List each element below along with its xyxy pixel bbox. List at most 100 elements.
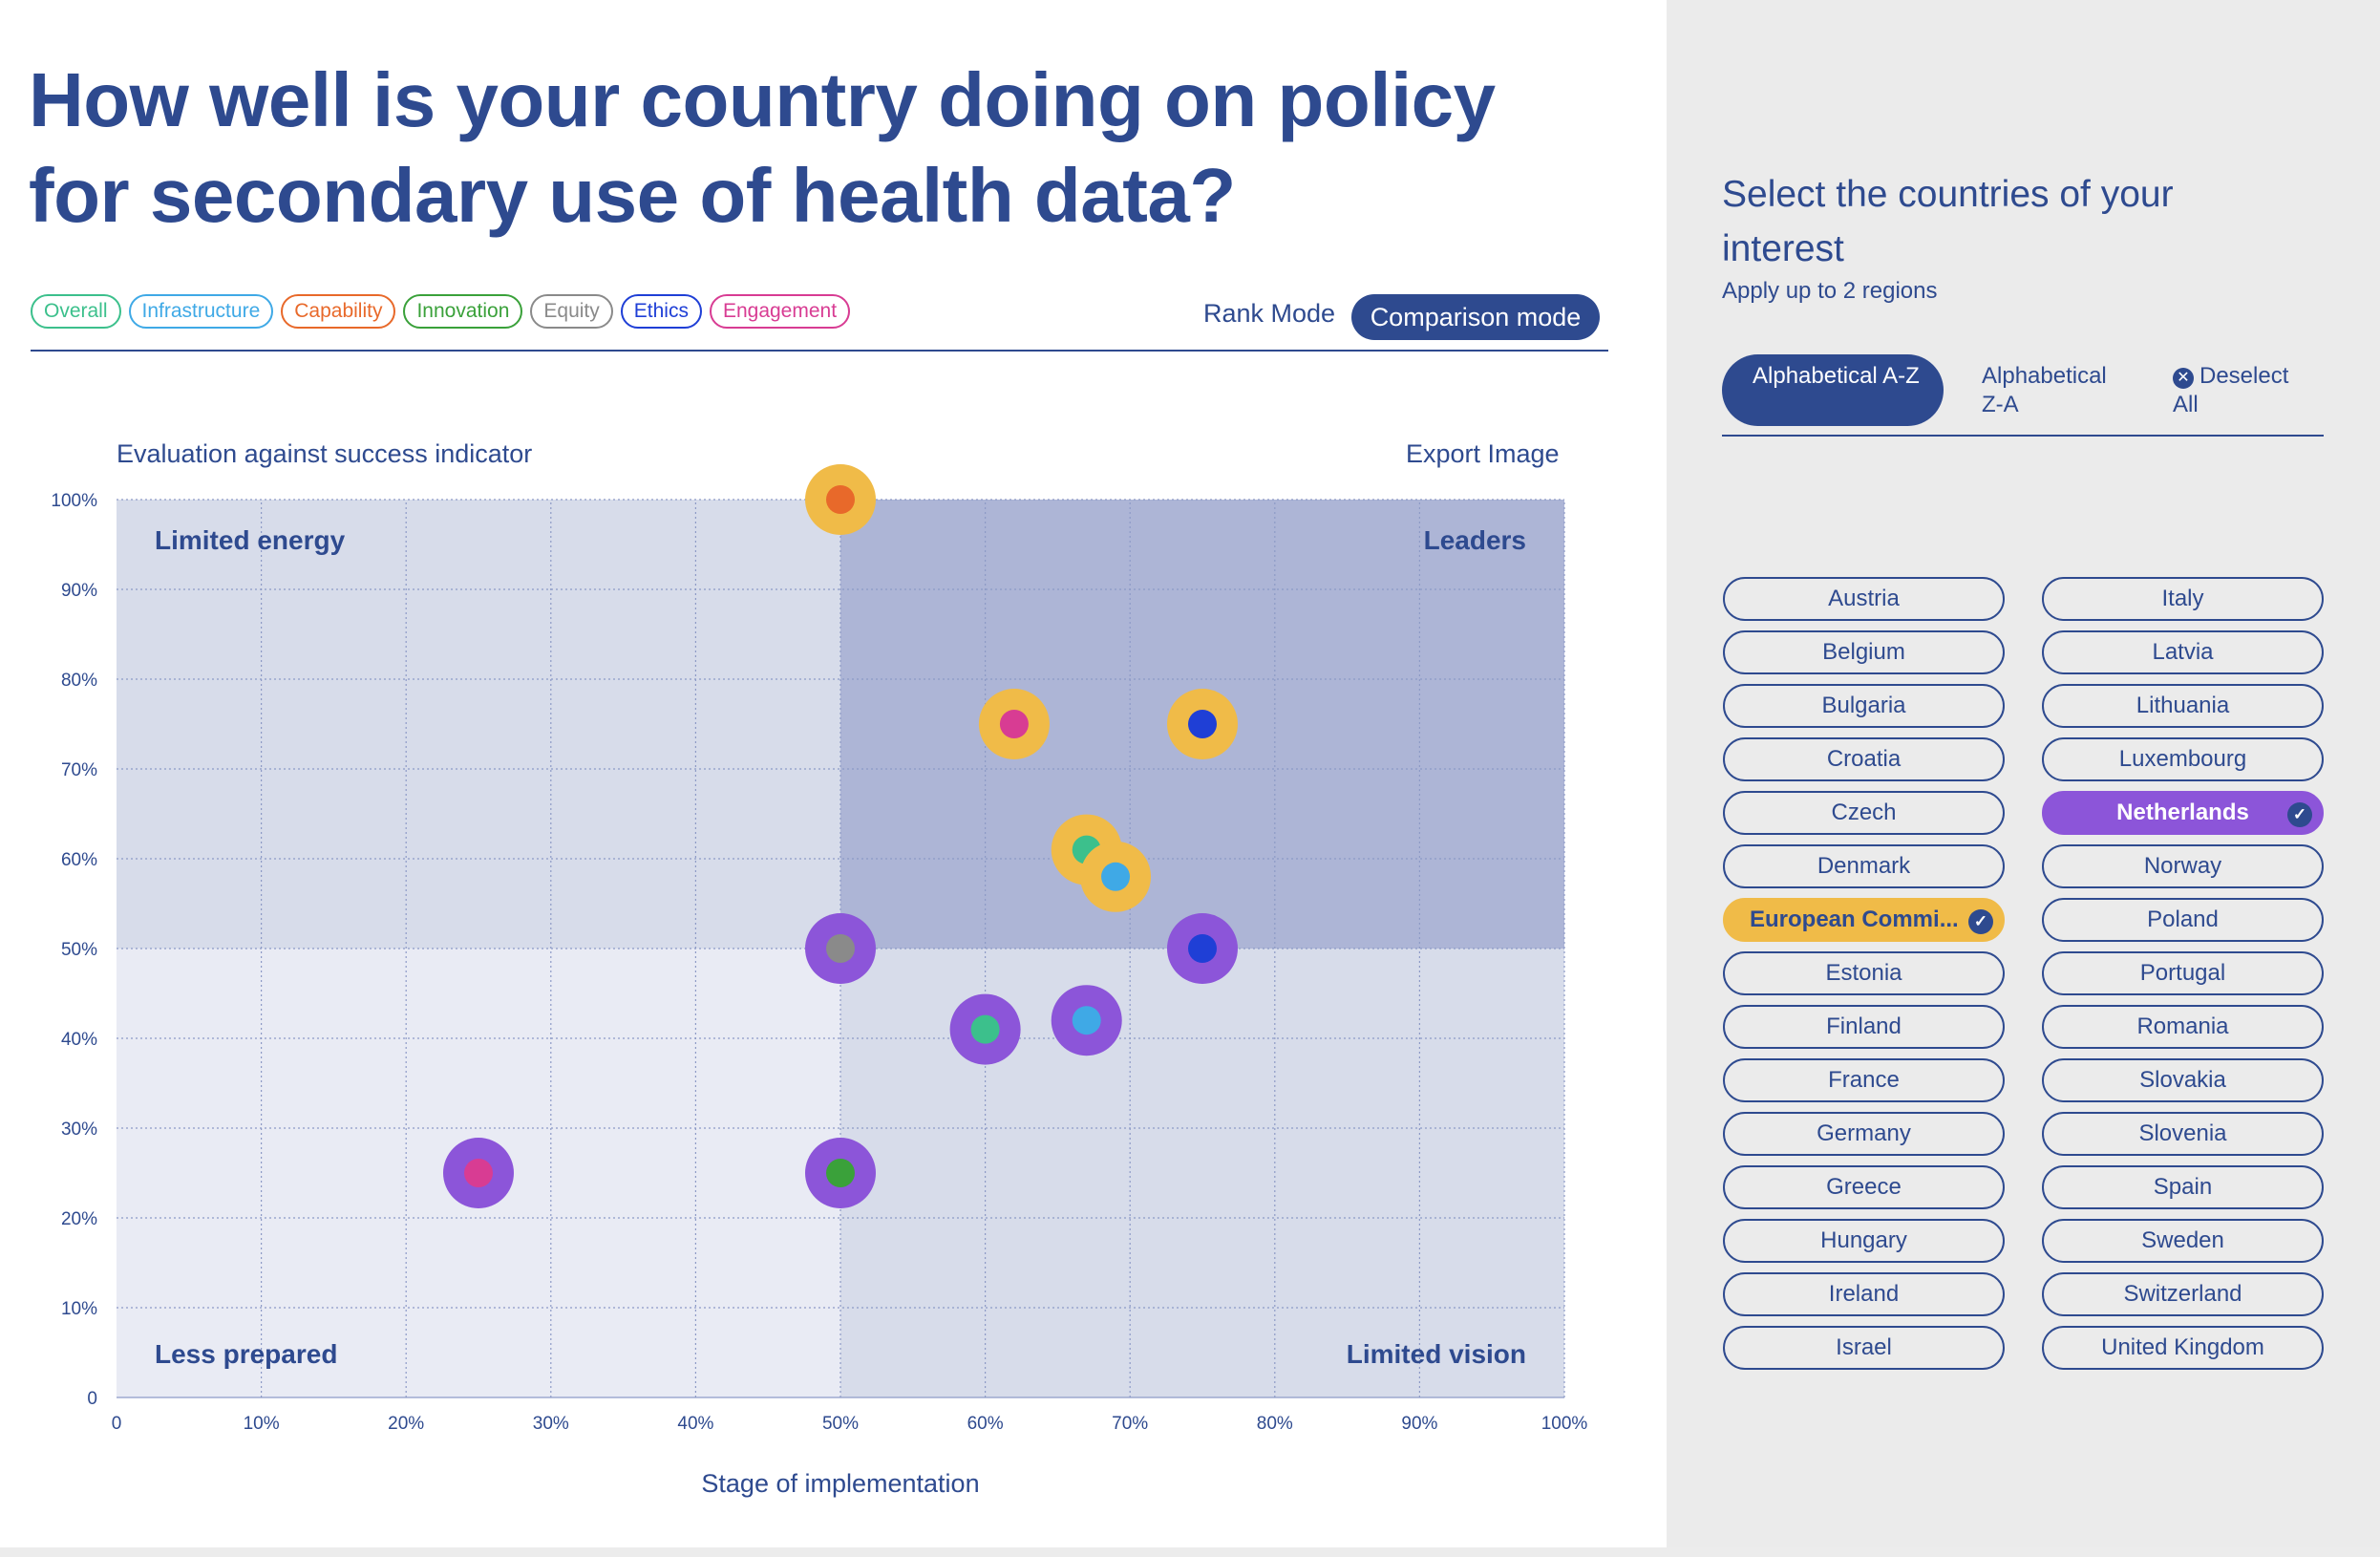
sidebar-title: Select the countries of your interest — [1722, 174, 2174, 269]
filter-pill-overall[interactable]: Overall — [31, 294, 121, 329]
country-button-romania[interactable]: Romania — [2042, 1005, 2324, 1049]
data-point — [1188, 934, 1217, 963]
country-label: Belgium — [1822, 639, 1905, 665]
x-tick-label: 10% — [244, 1414, 280, 1434]
scatter-chart: 0 10% 20% 30% 40% 50% 60% 70% 80% 90% 100% 0 10% 20% 3… — [51, 464, 1587, 1434]
close-icon: ✕ — [2173, 368, 2194, 389]
country-button-latvia[interactable]: Latvia — [2042, 630, 2324, 674]
y-tick-label: 100% — [51, 491, 97, 511]
country-label: Estonia — [1825, 960, 1902, 986]
quadrant-label-top-right: Leaders — [1424, 525, 1526, 555]
country-button-spain[interactable]: Spain — [2042, 1165, 2324, 1209]
country-label: Slovakia — [2139, 1067, 2226, 1093]
country-button-finland[interactable]: Finland — [1723, 1005, 2005, 1049]
country-button-lithuania[interactable]: Lithuania — [2042, 684, 2324, 728]
y-tick-label: 90% — [61, 581, 97, 601]
rank-mode-toggle[interactable]: Rank Mode — [1203, 299, 1336, 328]
data-point — [464, 1159, 493, 1187]
country-label: United Kingdom — [2101, 1334, 2264, 1360]
quadrant-label-top-left: Limited energy — [155, 525, 346, 555]
country-label: France — [1828, 1067, 1900, 1093]
country-label: Bulgaria — [1821, 693, 1906, 718]
data-point — [999, 710, 1029, 738]
country-button-switzerland[interactable]: Switzerland — [2042, 1272, 2324, 1316]
filter-pill-ethics[interactable]: Ethics — [620, 294, 702, 329]
country-button-european-commi[interactable]: European Commi... ✓ — [1723, 898, 2005, 942]
export-image-link[interactable]: Export Image — [1406, 439, 1560, 468]
dimension-filters: Overall Infrastructure Capability Innovatio… — [31, 294, 851, 329]
country-button-norway[interactable]: Norway — [2042, 844, 2324, 888]
country-button-slovakia[interactable]: Slovakia — [2042, 1058, 2324, 1102]
data-point — [970, 1014, 1000, 1044]
country-label: Denmark — [1817, 853, 1911, 879]
country-button-hungary[interactable]: Hungary — [1723, 1219, 2005, 1263]
x-tick-label: 20% — [388, 1414, 424, 1434]
country-button-belgium[interactable]: Belgium — [1723, 630, 2005, 674]
country-button-austria[interactable]: Austria — [1723, 577, 2005, 621]
country-label: Hungary — [1820, 1227, 1907, 1253]
quadrant-bottom-right — [840, 949, 1564, 1397]
country-label: Israel — [1836, 1334, 1892, 1360]
main-panel: How well is your country doing on policy… — [29, 57, 1608, 1498]
country-button-italy[interactable]: Italy — [2042, 577, 2324, 621]
x-tick-label: 40% — [677, 1414, 713, 1434]
sort-z-a-button[interactable]: Alphabetical Z-A — [1982, 363, 2107, 417]
filter-pill-infrastructure[interactable]: Infrastructure — [128, 294, 274, 329]
country-label: Italy — [2161, 586, 2204, 611]
sort-a-z-button[interactable]: Alphabetical A-Z — [1722, 354, 1944, 426]
filter-pill-equity[interactable]: Equity — [530, 294, 613, 329]
deselect-all-label: Deselect All — [2173, 363, 2289, 417]
country-label: Portugal — [2139, 960, 2226, 986]
filter-pill-engagement[interactable]: Engagement — [709, 294, 851, 329]
country-label: Luxembourg — [2118, 746, 2247, 772]
comparison-mode-button[interactable]: Comparison mode — [1351, 294, 1600, 340]
y-tick-label: 40% — [61, 1030, 97, 1050]
x-tick-label: 60% — [967, 1414, 1004, 1434]
country-button-greece[interactable]: Greece — [1723, 1165, 2005, 1209]
x-tick-label: 70% — [1112, 1414, 1148, 1434]
data-point — [826, 1159, 855, 1187]
country-label: Netherlands — [2116, 800, 2249, 825]
country-button-poland[interactable]: Poland — [2042, 898, 2324, 942]
country-button-estonia[interactable]: Estonia — [1723, 951, 2005, 995]
country-button-israel[interactable]: Israel — [1723, 1326, 2005, 1370]
country-button-denmark[interactable]: Denmark — [1723, 844, 2005, 888]
filter-pill-innovation[interactable]: Innovation — [403, 294, 523, 329]
y-tick-label: 0 — [87, 1389, 97, 1409]
country-button-czech[interactable]: Czech — [1723, 791, 2005, 835]
country-button-france[interactable]: France — [1723, 1058, 2005, 1102]
country-button-slovenia[interactable]: Slovenia — [2042, 1112, 2324, 1156]
page-title: How well is your country doing on policy… — [29, 57, 1496, 238]
country-label: Croatia — [1826, 746, 1902, 772]
country-button-germany[interactable]: Germany — [1723, 1112, 2005, 1156]
check-icon: ✓ — [1968, 909, 1993, 934]
country-label: Finland — [1826, 1013, 1902, 1039]
country-button-ireland[interactable]: Ireland — [1723, 1272, 2005, 1316]
country-label: Austria — [1828, 586, 1900, 611]
x-tick-label: 0 — [112, 1414, 122, 1434]
bottom-strip — [0, 1547, 2380, 1557]
y-tick-label: 20% — [61, 1209, 97, 1229]
country-button-bulgaria[interactable]: Bulgaria — [1723, 684, 2005, 728]
country-label: Norway — [2143, 853, 2222, 879]
check-icon: ✓ — [2287, 802, 2312, 827]
country-button-luxembourg[interactable]: Luxembourg — [2042, 737, 2324, 781]
y-tick-label: 70% — [61, 760, 97, 780]
country-label: Germany — [1817, 1120, 1911, 1146]
y-tick-label: 30% — [61, 1120, 97, 1140]
deselect-all-button[interactable]: ✕ Deselect All — [2173, 362, 2316, 419]
sidebar-subtitle: Apply up to 2 regions — [1722, 278, 1938, 304]
x-tick-label: 80% — [1257, 1414, 1293, 1434]
country-label: Lithuania — [2136, 693, 2230, 718]
country-button-united-kingdom[interactable]: United Kingdom — [2042, 1326, 2324, 1370]
data-point — [826, 934, 855, 963]
country-button-portugal[interactable]: Portugal — [2042, 951, 2324, 995]
country-label: Sweden — [2141, 1227, 2224, 1253]
quadrant-top-left — [117, 500, 840, 949]
country-button-netherlands[interactable]: Netherlands ✓ — [2042, 791, 2324, 835]
country-button-croatia[interactable]: Croatia — [1723, 737, 2005, 781]
filter-pill-capability[interactable]: Capability — [281, 294, 396, 329]
country-label: Switzerland — [2123, 1281, 2242, 1307]
x-axis-title: Stage of implementation — [701, 1469, 980, 1498]
country-button-sweden[interactable]: Sweden — [2042, 1219, 2324, 1263]
